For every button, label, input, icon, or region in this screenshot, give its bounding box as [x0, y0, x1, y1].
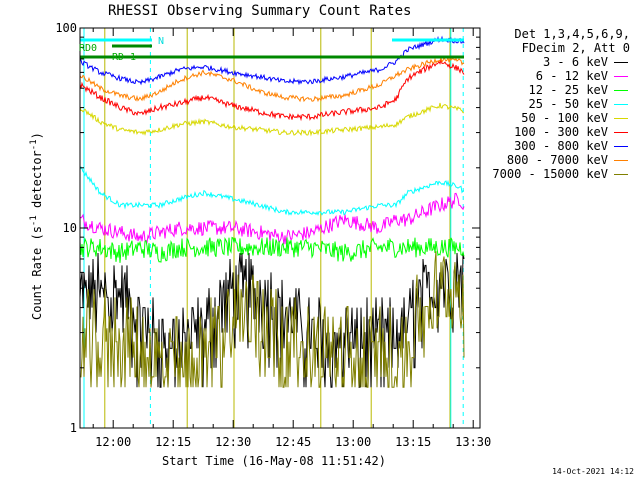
x-tick-label: 12:45 [275, 435, 311, 449]
legend-header-line-2: FDecim 2, Att 0 [521, 41, 630, 55]
legend-label: 12 - 25 keV [528, 83, 608, 97]
y-axis-label-tail: detector [30, 150, 44, 216]
legend-label: 100 - 300 keV [514, 125, 608, 139]
legend-item: 25 - 50 keV [529, 98, 628, 110]
legend-item: 100 - 300 keV [514, 126, 628, 138]
legend-item: 800 - 7000 keV [507, 154, 628, 166]
x-tick-label: 13:00 [335, 435, 371, 449]
legend-item: 3 - 6 keV [543, 56, 628, 68]
footer-date: 14-Oct-2021 14:12 [552, 467, 634, 476]
n-flag-label: N [158, 36, 165, 47]
legend-swatch [614, 118, 628, 119]
legend-swatch [614, 104, 628, 105]
series-line-3 [79, 166, 464, 217]
series-line-5 [79, 58, 465, 122]
x-tick-label: 12:30 [215, 435, 251, 449]
series-line-1 [79, 192, 465, 245]
legend-swatch [614, 90, 628, 91]
x-tick-label: 12:15 [155, 435, 191, 449]
y-axis-label-main: Count Rate (s [30, 226, 44, 320]
rd1-flag-label: RD 1 [112, 52, 137, 63]
series-line-4 [79, 102, 465, 137]
legend-swatch [614, 160, 628, 161]
x-tick-label: 13:15 [395, 435, 431, 449]
y-tick-label: 1 [70, 421, 77, 435]
series-line-7 [79, 55, 465, 103]
series-line-6 [79, 35, 465, 86]
flag-bars [80, 38, 464, 59]
rd0-flag-label: RD0 [79, 43, 98, 54]
y-axis-label-sup-2: -1 [29, 139, 39, 151]
legend-header-line-1: Det 1,3,4,5,6,9, [514, 27, 630, 41]
x-axis-label: Start Time (16-May-08 11:51:42) [162, 454, 386, 468]
plot-axes: 1 10 100 12:00 12:15 12:30 12:45 13:00 13:15 13:3… [55, 21, 491, 449]
x-tick-label: 13:30 [455, 435, 491, 449]
legend-label: 25 - 50 keV [528, 97, 608, 111]
y-axis-label-close: ) [30, 132, 44, 140]
series-lines [79, 35, 465, 388]
legend-label: 300 - 800 keV [514, 139, 608, 153]
legend-swatch [614, 76, 628, 77]
legend-label: 7000 - 15000 keV [492, 167, 608, 181]
y-axis-label: Count Rate (s-1 detector-1) [28, 132, 44, 320]
x-tick-label: 12:00 [95, 435, 131, 449]
legend-swatch [614, 174, 628, 175]
legend-label: 800 - 7000 keV [506, 153, 608, 167]
chart-title: RHESSI Observing Summary Count Rates [108, 3, 412, 19]
legend-swatch [614, 62, 628, 63]
legend-swatch [614, 132, 628, 133]
legend-item: 50 - 100 keV [521, 112, 628, 124]
series-line-8 [80, 251, 465, 388]
series-line-2 [79, 236, 465, 263]
legend-label: 3 - 6 keV [542, 55, 608, 69]
y-tick-label: 10 [63, 221, 77, 235]
y-tick-label: 100 [55, 21, 77, 35]
legend-label: 50 - 100 keV [521, 111, 608, 125]
legend-label: 6 - 12 keV [535, 69, 608, 83]
legend-item: 12 - 25 keV [529, 84, 628, 96]
legend-swatch [614, 146, 628, 147]
legend-item: 7000 - 15000 keV [492, 168, 628, 180]
y-axis-label-sup-1: -1 [29, 215, 39, 227]
legend-item: 6 - 12 keV [536, 70, 628, 82]
legend-item: 300 - 800 keV [514, 140, 628, 152]
